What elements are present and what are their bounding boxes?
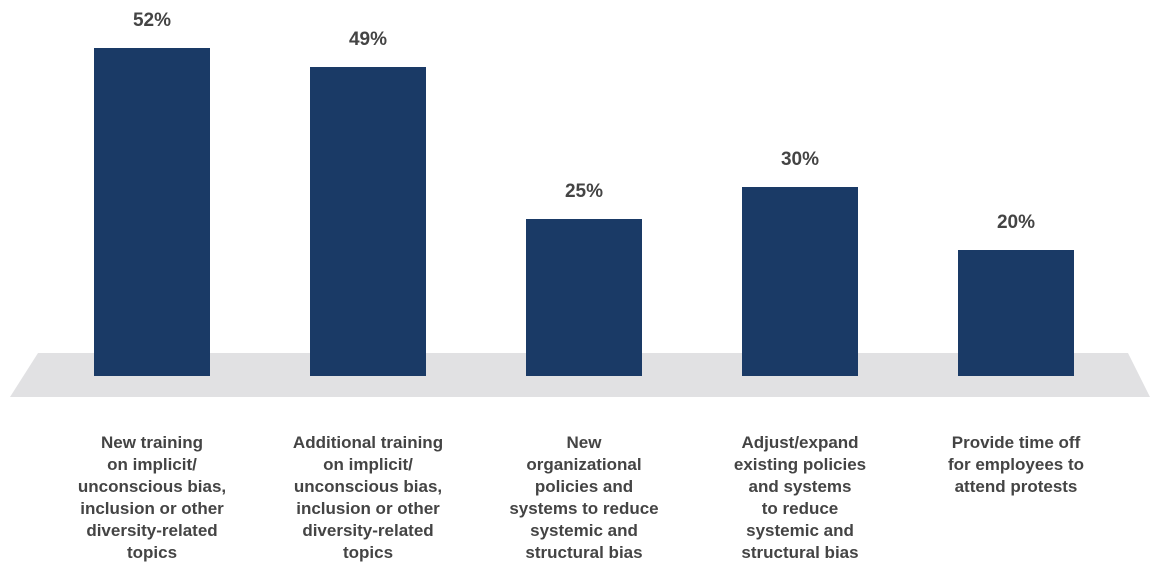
value-label: 49%	[348, 29, 388, 51]
category-label: New training on implicit/ unconscious bi…	[77, 433, 227, 562]
value-label: 52%	[132, 10, 172, 32]
category-label: Provide time off for employees to attend…	[947, 433, 1085, 496]
value-label: 20%	[996, 212, 1036, 233]
category-label: Adjust/expand existing policies and syst…	[733, 433, 867, 562]
bar	[94, 48, 210, 376]
bar	[742, 187, 858, 376]
bar	[958, 250, 1074, 376]
category-label: Additional training on implicit/ unconsc…	[292, 433, 444, 562]
value-label: 30%	[780, 149, 820, 170]
category-label: New organizational policies and systems …	[509, 433, 659, 562]
bar	[310, 67, 426, 376]
bar	[526, 218, 642, 376]
value-label: 25%	[564, 180, 604, 202]
